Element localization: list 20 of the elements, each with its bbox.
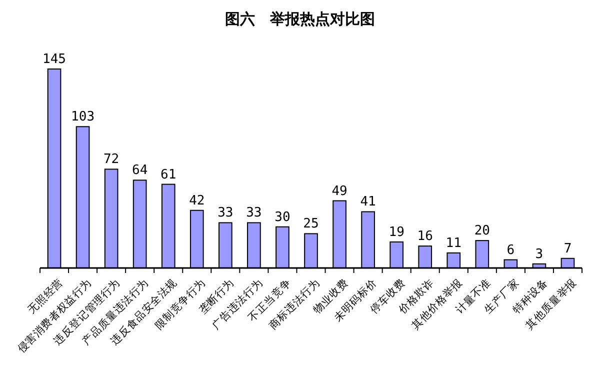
data-label: 61 — [160, 167, 176, 182]
data-label: 145 — [42, 52, 66, 67]
data-label: 16 — [417, 229, 433, 244]
data-label: 19 — [388, 224, 404, 240]
data-label: 30 — [274, 210, 290, 225]
data-label: 42 — [189, 193, 205, 208]
data-label: 7 — [564, 241, 572, 256]
data-label: 20 — [474, 224, 490, 239]
data-label: 11 — [446, 236, 462, 251]
data-label: 33 — [246, 206, 262, 221]
chart-title: 图六 举报热点对比图 — [225, 10, 375, 28]
data-label: 72 — [103, 152, 120, 168]
data-label: 6 — [506, 242, 515, 258]
data-label: 25 — [303, 216, 319, 232]
data-label: 64 — [132, 163, 148, 178]
data-label: 33 — [218, 206, 234, 221]
data-label: 49 — [332, 184, 348, 199]
data-label: 41 — [360, 194, 376, 210]
data-label: 103 — [71, 110, 95, 125]
data-label: 3 — [535, 246, 544, 262]
